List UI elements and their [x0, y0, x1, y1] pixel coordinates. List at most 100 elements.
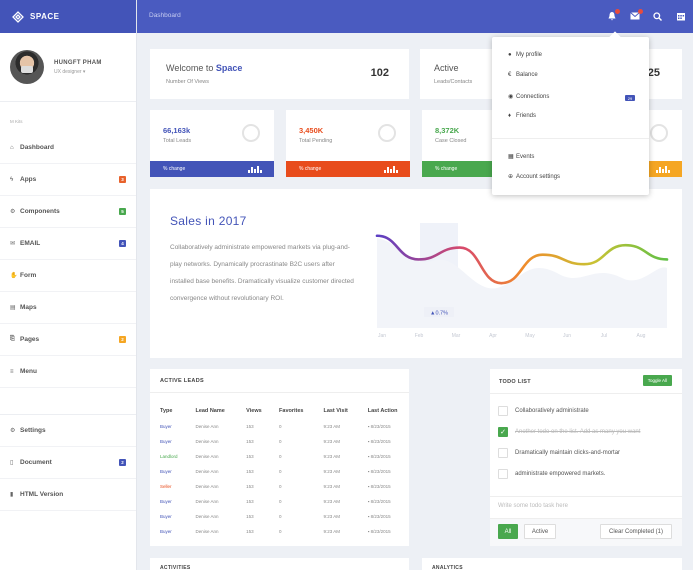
- x-tick-label: Jul: [601, 333, 607, 339]
- sidebar-item-document[interactable]: ▯ Document 2: [0, 447, 136, 479]
- stat-value: 3,450K: [299, 126, 324, 135]
- dropdown-item-friends[interactable]: ♦ Friends: [508, 113, 536, 119]
- sidebar-item-menu[interactable]: ≡ Menu: [0, 356, 136, 388]
- bar-chart-icon: [384, 166, 398, 173]
- euro-icon: €: [508, 72, 512, 78]
- sidebar-item-maps[interactable]: ▤ Maps: [0, 292, 136, 324]
- last-action-date: 8/23/2015: [370, 514, 391, 519]
- todo-item[interactable]: Dramatically maintain clicks-and-mortar: [498, 443, 620, 463]
- cog-icon: ⚙: [10, 209, 16, 215]
- chart-area: [377, 238, 667, 328]
- table-row[interactable]: Buyer Denise Ann 153 0 9:23 AM ▪ 8/23/2015: [150, 464, 409, 479]
- sales-card: Sales in 2017 Collaboratively administra…: [150, 189, 682, 358]
- sidebar-item-apps[interactable]: ϟ Apps 3: [0, 164, 136, 196]
- clear-completed-button[interactable]: Clear Completed (1): [600, 524, 672, 539]
- search-icon[interactable]: [651, 10, 664, 22]
- action-icon: ▪: [367, 499, 371, 504]
- table-cell-name: Denise Ann: [195, 424, 219, 429]
- table-cell-type: Seller: [160, 484, 172, 489]
- x-tick-label: Jan: [378, 333, 386, 339]
- analytics-card: ANALYTICS: [422, 558, 682, 570]
- brand[interactable]: SPACE: [0, 0, 136, 33]
- sidebar-item-label: HTML Version: [20, 491, 64, 498]
- todo-item[interactable]: ✓ Another todo on the list. Add as many y…: [498, 422, 640, 442]
- stat-change-label: % change: [163, 166, 186, 172]
- toggle-all-button[interactable]: Toggle All: [642, 375, 672, 386]
- sidebar-item-html-version[interactable]: ▮ HTML Version: [0, 479, 136, 511]
- action-icon: ▪: [367, 469, 371, 474]
- todo-checkbox[interactable]: ✓: [498, 427, 508, 437]
- table-cell-action: ▪ 8/23/2015: [358, 494, 409, 509]
- table-cell-fav: 0: [279, 514, 282, 519]
- table-row[interactable]: Buyer Denise Ann 153 0 9:23 AM ▪ 8/23/2015: [150, 524, 409, 539]
- welcome-card: Welcome to Space Number Of Views 102: [150, 49, 409, 99]
- table-cell-name: Denise Ann: [195, 439, 219, 444]
- todo-item[interactable]: administrate empowered markets.: [498, 464, 605, 484]
- active-title: Active: [434, 63, 459, 73]
- table-cell-visit: 9:23 AM: [323, 499, 340, 504]
- active-subtitle: Leads/Contacts: [434, 79, 473, 85]
- table-cell-type: Landlord: [160, 454, 178, 459]
- table-row[interactable]: Buyer Denise Ann 153 0 9:23 AM ▪ 8/23/2015: [150, 419, 409, 434]
- todo-checkbox[interactable]: [498, 406, 508, 416]
- bell-icon[interactable]: [605, 9, 620, 22]
- dropdown-item-events[interactable]: ▦ Events: [508, 153, 534, 161]
- todo-checkbox[interactable]: [498, 469, 508, 479]
- dropdown-item-label: Connections: [516, 93, 550, 100]
- todo-input[interactable]: Write some todo task here: [490, 496, 682, 518]
- action-icon: ▪: [367, 484, 371, 489]
- table-row[interactable]: Landlord Denise Ann 153 0 9:23 AM ▪ 8/23/2015: [150, 449, 409, 464]
- table-cell-name: Denise Ann: [195, 454, 219, 459]
- filter-all-button[interactable]: All: [498, 524, 518, 539]
- last-action-date: 8/23/2015: [370, 454, 391, 459]
- dropdown-item-connections[interactable]: ◉ Connections: [508, 93, 550, 101]
- profile[interactable]: HUNGFT PHAM UX designer ▾: [0, 33, 136, 102]
- dropdown-item-my-profile[interactable]: ● My profile: [508, 52, 542, 58]
- dropdown-item-account-settings[interactable]: ⊕ Account settings: [508, 173, 560, 181]
- action-icon: ▪: [367, 454, 371, 459]
- action-icon: ▪: [367, 529, 371, 534]
- table-cell-action: ▪ 8/23/2015: [358, 449, 409, 464]
- table-row[interactable]: Buyer Denise Ann 153 0 9:23 AM ▪ 8/23/2015: [150, 434, 409, 449]
- brand-name: SPACE: [30, 12, 60, 21]
- activities-card: ACTIVITIES: [150, 558, 409, 570]
- table-cell-action: ▪ 8/23/2015: [358, 509, 409, 524]
- sidebar-item-form[interactable]: ✋ Form: [0, 260, 136, 292]
- table-cell-visit: 9:23 AM: [323, 469, 340, 474]
- dropdown-item-label: Friends: [516, 113, 537, 119]
- table-cell-action: ▪ 8/23/2015: [358, 524, 409, 539]
- mail-icon[interactable]: [628, 9, 643, 22]
- hand-icon: ✋: [10, 273, 18, 279]
- document-icon: ▯: [10, 460, 14, 466]
- sidebar-item-email[interactable]: ✉ EMAIL 4: [0, 228, 136, 260]
- table-row[interactable]: Buyer Denise Ann 153 0 9:23 AM ▪ 8/23/2015: [150, 509, 409, 524]
- sidebar-item-pages[interactable]: ⎘ Pages 2: [0, 324, 136, 356]
- profile-role[interactable]: UX designer ▾: [54, 68, 86, 75]
- table-row[interactable]: Seller Denise Ann 153 0 9:23 AM ▪ 8/23/2015: [150, 479, 409, 494]
- stat-change-label: % change: [435, 166, 458, 172]
- bar-chart-icon: [248, 166, 262, 173]
- todo-item[interactable]: Collaboratively administrate: [498, 401, 589, 421]
- pages-icon: ⎘: [10, 336, 15, 342]
- avatar[interactable]: [10, 50, 44, 84]
- sidebar: SPACE HUNGFT PHAM UX designer ▾ M Kits ⌂…: [0, 0, 137, 570]
- sidebar-item-settings[interactable]: ⚙ Settings: [0, 415, 136, 447]
- dropdown-item-balance[interactable]: € Balance: [508, 72, 538, 78]
- breadcrumb[interactable]: Dashboard: [149, 12, 181, 19]
- table-cell-fav: 0: [279, 454, 282, 459]
- dropdown-divider: [492, 138, 649, 139]
- table-cell-type: Buyer: [160, 424, 172, 429]
- table-cell-type: Buyer: [160, 529, 172, 534]
- filter-active-button[interactable]: Active: [524, 524, 556, 539]
- action-icon: ▪: [367, 514, 371, 519]
- sidebar-item-dashboard[interactable]: ⌂ Dashboard: [0, 132, 136, 164]
- sidebar-item-components[interactable]: ⚙ Components 5: [0, 196, 136, 228]
- table-cell-name: Denise Ann: [195, 469, 219, 474]
- sales-description: Collaboratively administrate empowered m…: [170, 244, 354, 302]
- todo-checkbox[interactable]: [498, 448, 508, 458]
- stat-footer: % change: [286, 161, 410, 177]
- table-row[interactable]: Buyer Denise Ann 153 0 9:23 AM ▪ 8/23/2015: [150, 494, 409, 509]
- calendar-icon[interactable]: [674, 10, 687, 22]
- table-cell-views: 153: [246, 514, 254, 519]
- last-action-date: 8/23/2015: [370, 439, 391, 444]
